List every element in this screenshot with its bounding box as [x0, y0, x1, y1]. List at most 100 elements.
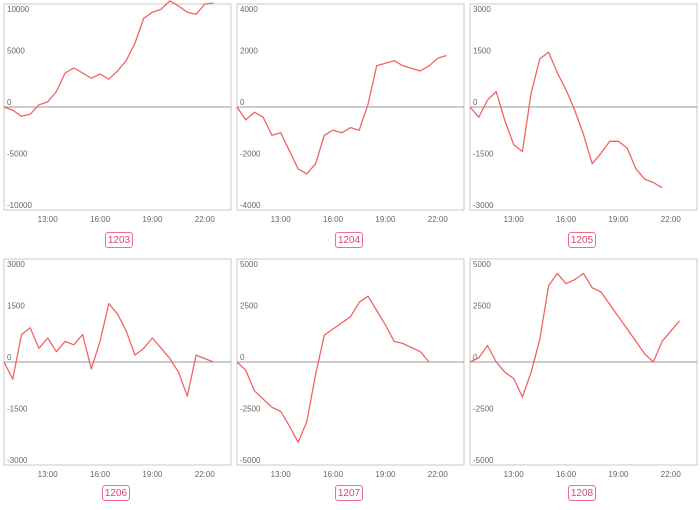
data-point [38, 347, 40, 349]
y-tick-label: -2500 [240, 405, 261, 414]
stock-code-badge[interactable]: 1206 [102, 485, 130, 501]
data-point [495, 90, 497, 92]
y-tick-label: 0 [7, 98, 12, 107]
chart-panel-1205: 3000 1500 0 -1500 -3000 13:00 16:00 19:00 22:00 … [469, 0, 700, 251]
data-point [73, 67, 75, 69]
series-line [3, 0, 214, 117]
stock-code-badge[interactable]: 1208 [568, 485, 596, 501]
data-point [367, 103, 369, 105]
data-point [177, 5, 179, 7]
data-point [297, 168, 299, 170]
y-tick-label: -3000 [473, 201, 494, 210]
data-point [617, 140, 619, 142]
data-point [323, 134, 325, 136]
x-tick-label: 13:00 [38, 470, 59, 479]
data-point [419, 70, 421, 72]
data-point [186, 395, 188, 397]
y-tick-label: 3000 [7, 260, 25, 269]
data-point [306, 421, 308, 423]
y-tick-label: 5000 [473, 260, 491, 269]
data-point [332, 129, 334, 131]
data-point [600, 152, 602, 154]
stock-code-badge[interactable]: 1204 [335, 232, 363, 248]
data-point [332, 328, 334, 330]
y-tick-label: 0 [240, 353, 245, 362]
data-point [90, 77, 92, 79]
y-tick-label: 2500 [473, 302, 491, 311]
data-point [393, 340, 395, 342]
data-point [521, 150, 523, 152]
data-point [46, 101, 48, 103]
data-point [204, 357, 206, 359]
data-point [486, 344, 488, 346]
data-point [652, 361, 654, 363]
data-point [64, 72, 66, 74]
data-point [565, 89, 567, 91]
y-tick-label: -10000 [7, 201, 32, 210]
data-point [38, 104, 40, 106]
data-point [253, 390, 255, 392]
chart-1204: 4000 2000 0 -2000 -4000 13:00 16:00 19:00 22:00 [236, 3, 465, 224]
data-point [108, 302, 110, 304]
data-point [12, 378, 14, 380]
y-tick-label: 5000 [240, 260, 258, 269]
data-point [108, 78, 110, 80]
x-tick-label: 19:00 [608, 470, 629, 479]
data-point [358, 301, 360, 303]
y-tick-label: 0 [240, 98, 245, 107]
stock-code-badge[interactable]: 1205 [568, 232, 596, 248]
x-tick-label: 19:00 [375, 470, 396, 479]
x-tick-label: 16:00 [90, 215, 111, 224]
data-point [410, 67, 412, 69]
data-point [55, 90, 57, 92]
data-point [375, 309, 377, 311]
data-point [635, 168, 637, 170]
data-point [279, 410, 281, 412]
chart-panel-1206: 3000 1500 0 -1500 -3000 13:00 16:00 19:00 22:00 … [3, 255, 234, 506]
data-point [670, 330, 672, 332]
data-point [486, 99, 488, 101]
x-tick-label: 16:00 [323, 215, 344, 224]
data-point [323, 334, 325, 336]
data-point [116, 313, 118, 315]
data-point [643, 353, 645, 355]
x-tick-label: 22:00 [428, 470, 449, 479]
data-point [495, 361, 497, 363]
data-point [445, 54, 447, 56]
chart-1205: 3000 1500 0 -1500 -3000 13:00 16:00 19:00 22:00 [469, 3, 698, 224]
stock-code-badge[interactable]: 1207 [335, 485, 363, 501]
data-point [314, 373, 316, 375]
data-point [428, 361, 430, 363]
y-tick-label: 0 [7, 353, 12, 362]
data-point [99, 73, 101, 75]
data-point [160, 347, 162, 349]
data-point [195, 354, 197, 356]
stock-code-badge[interactable]: 1203 [105, 232, 133, 248]
data-point [236, 106, 238, 108]
x-tick-label: 22:00 [661, 215, 682, 224]
data-point [661, 340, 663, 342]
data-point [160, 8, 162, 10]
data-point [64, 340, 66, 342]
data-point [367, 295, 369, 297]
data-point [288, 425, 290, 427]
data-point [3, 361, 5, 363]
data-point [125, 330, 127, 332]
x-tick-label: 13:00 [271, 215, 292, 224]
data-point [116, 70, 118, 72]
data-point [204, 3, 206, 5]
data-point [600, 291, 602, 293]
y-tick-label: -2000 [240, 150, 261, 159]
data-point [151, 11, 153, 13]
x-tick-label: 19:00 [142, 215, 163, 224]
data-point [186, 11, 188, 13]
series-line [236, 295, 430, 443]
data-point [402, 65, 404, 67]
x-tick-label: 22:00 [428, 215, 449, 224]
chart-panel-1203: 10000 5000 0 -5000 -10000 13:00 16:00 19:00 22:0… [3, 0, 234, 251]
x-tick-label: 13:00 [504, 215, 525, 224]
data-point [556, 71, 558, 73]
data-point [212, 361, 214, 363]
x-tick-label: 16:00 [556, 215, 577, 224]
data-point [574, 109, 576, 111]
